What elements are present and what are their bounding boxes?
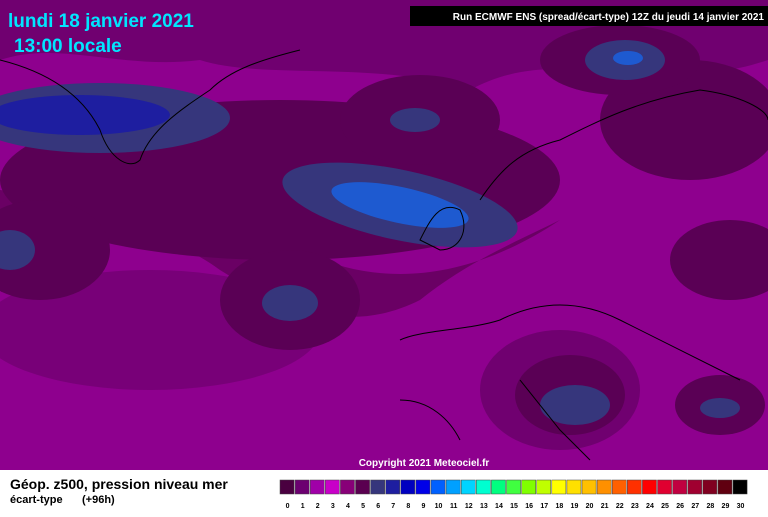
scale-swatch [400, 479, 416, 495]
scale-label: 21 [601, 503, 609, 510]
scale-swatch [642, 479, 657, 495]
scale-swatch [657, 479, 672, 495]
scale-label: 8 [406, 503, 410, 510]
scale-swatch [581, 479, 597, 495]
scale-label: 26 [676, 503, 684, 510]
scale-label: 12 [465, 503, 473, 510]
scale-label: 25 [661, 503, 669, 510]
scale-label: 14 [495, 503, 503, 510]
scale-label: 15 [510, 503, 518, 510]
scale-swatch [702, 479, 718, 495]
color-scale: 0 1 2 3 4 5 6 7 8 9 10 11 12 13 14 15 16 17 18 19 20 21 22 23 24… [279, 479, 748, 510]
time-title: 13:00 locale [14, 36, 122, 57]
scale-swatch [732, 479, 748, 495]
scale-swatch [521, 479, 536, 495]
scale-swatch [385, 479, 401, 495]
scale-swatch [476, 479, 491, 495]
scale-label: 27 [691, 503, 699, 510]
scale-label: 22 [616, 503, 624, 510]
scale-swatch [460, 479, 476, 495]
date-title: lundi 18 janvier 2021 [8, 11, 194, 32]
scale-label: 18 [555, 503, 563, 510]
scale-swatch [596, 479, 612, 495]
scale-swatch [506, 479, 521, 495]
footer-subtitle: écart-type [10, 494, 63, 506]
scale-swatch [445, 479, 461, 495]
scale-swatch [672, 479, 687, 495]
scale-swatch [355, 479, 370, 495]
scale-label: 1 [301, 503, 305, 510]
scale-swatch [687, 479, 703, 495]
scale-label: 28 [706, 503, 714, 510]
scale-label: 10 [435, 503, 443, 510]
coastlines [0, 49, 768, 461]
scale-label: 16 [525, 503, 533, 510]
scale-swatch [627, 479, 642, 495]
scale-label: 3 [331, 503, 335, 510]
footer-title: Géop. z500, pression niveau mer [10, 476, 228, 492]
scale-label: 5 [361, 503, 365, 510]
scale-swatch [430, 479, 446, 495]
scale-swatch [717, 479, 733, 495]
run-box [410, 6, 768, 26]
footer-lead: (+96h) [82, 494, 115, 506]
scale-label: 2 [316, 503, 320, 510]
scale-label: 24 [646, 503, 654, 510]
scale-label: 13 [480, 503, 488, 510]
scale-swatch [294, 479, 310, 495]
scale-label: 7 [391, 503, 395, 510]
scale-label: 6 [376, 503, 380, 510]
scale-swatch [551, 479, 567, 495]
scale-label: 11 [450, 503, 458, 510]
scale-label: 9 [421, 503, 425, 510]
scale-swatch [309, 479, 325, 495]
field-contours [0, 0, 768, 450]
scale-label: 19 [571, 503, 579, 510]
scale-label: 29 [722, 503, 730, 510]
scale-swatch [325, 479, 340, 495]
scale-swatch [370, 479, 385, 495]
scale-swatch [611, 479, 627, 495]
copyright: Copyright 2021 Meteociel.fr [359, 458, 490, 469]
scale-swatch [536, 479, 552, 495]
scale-label: 23 [631, 503, 639, 510]
scale-swatch [491, 479, 506, 495]
scale-label: 30 [737, 503, 745, 510]
scale-swatch [340, 479, 355, 495]
scale-label: 4 [346, 503, 350, 510]
scale-swatch [566, 479, 582, 495]
scale-swatch [279, 479, 295, 495]
run-label: Run ECMWF ENS (spread/écart-type) 12Z du… [453, 12, 765, 23]
scale-label: 17 [540, 503, 548, 510]
scale-swatch [415, 479, 431, 495]
scale-label: 20 [586, 503, 594, 510]
scale-label: 0 [286, 503, 290, 510]
